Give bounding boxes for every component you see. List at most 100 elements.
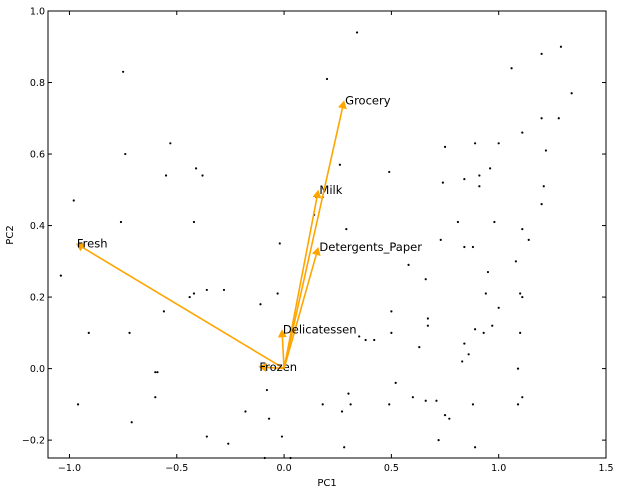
data-point	[244, 410, 247, 413]
data-point	[491, 324, 494, 327]
vector-detergents-paper-line	[283, 254, 318, 369]
data-point	[347, 392, 350, 395]
data-point	[201, 174, 204, 177]
data-point	[540, 203, 543, 206]
data-point	[192, 220, 196, 224]
data-point	[349, 403, 352, 406]
data-point	[407, 263, 410, 266]
data-point	[76, 403, 80, 406]
y-tick-label: 0.8	[30, 78, 45, 89]
points-layer	[59, 31, 573, 460]
y-tick-label: 0.2	[30, 293, 45, 304]
vector-fresh-label: Fresh	[77, 236, 108, 250]
vector-frozen-label: Frozen	[259, 360, 297, 374]
vector-fresh-line	[82, 246, 285, 370]
data-point	[437, 439, 440, 442]
data-point	[471, 403, 475, 406]
data-point	[205, 288, 208, 292]
plot-frame	[47, 10, 607, 459]
data-point	[497, 142, 500, 145]
data-point	[205, 435, 208, 438]
data-point	[355, 31, 359, 34]
data-point	[154, 371, 157, 374]
data-point	[478, 185, 481, 188]
data-point	[441, 181, 444, 184]
data-point	[340, 410, 344, 413]
data-point	[463, 245, 466, 249]
vector-delicatessen-arrowhead	[277, 329, 287, 338]
data-point	[473, 142, 477, 145]
y-ticks-layer: −0.2 0.0 0.2 0.4 0.6 0.8 1.0	[22, 7, 606, 447]
data-point	[194, 167, 198, 170]
data-point	[388, 170, 391, 174]
data-point	[570, 92, 573, 95]
data-point	[521, 131, 524, 134]
data-point	[390, 310, 393, 313]
data-point	[521, 295, 524, 299]
data-point	[338, 163, 341, 166]
data-point	[514, 260, 517, 263]
data-point	[516, 403, 520, 406]
data-point	[343, 446, 346, 449]
data-point	[192, 292, 196, 295]
x-axis-label: PC1	[317, 478, 336, 489]
data-point	[278, 242, 281, 245]
data-point	[345, 228, 348, 231]
data-point	[443, 145, 447, 148]
vector-frozen-line	[266, 366, 285, 370]
data-point	[435, 399, 438, 402]
data-point	[267, 417, 271, 420]
data-point	[463, 342, 466, 345]
data-point	[156, 371, 159, 374]
data-point	[478, 174, 481, 177]
data-point	[484, 292, 487, 295]
data-point	[390, 331, 393, 334]
vectors-layer: FreshMilkGroceryFrozenDetergents_PaperDe…	[75, 93, 422, 374]
data-point	[227, 442, 230, 445]
data-point	[527, 238, 530, 241]
data-point	[521, 228, 524, 231]
data-point	[280, 435, 284, 438]
vector-fresh-arrowhead	[75, 243, 86, 252]
data-point	[482, 331, 485, 334]
x-ticks-layer: −1.0 −0.5 0.0 0.5 1.0 1.5	[58, 11, 614, 474]
data-point	[486, 270, 490, 274]
vector-grocery-line	[283, 108, 344, 369]
data-point	[119, 220, 123, 224]
data-point	[544, 149, 548, 152]
data-point	[463, 177, 466, 181]
vector-grocery-arrowhead	[338, 100, 347, 110]
data-point	[364, 338, 367, 342]
data-point	[426, 317, 429, 320]
data-point	[169, 142, 172, 145]
x-tick-label: 0.0	[277, 463, 292, 474]
data-point	[394, 381, 397, 385]
data-point	[373, 338, 376, 342]
data-point	[325, 77, 329, 81]
data-point	[424, 278, 427, 281]
data-point	[521, 396, 524, 399]
data-point	[276, 292, 279, 295]
data-point	[358, 335, 361, 338]
data-point	[439, 238, 442, 241]
data-point	[540, 52, 543, 56]
y-tick-label: 0.0	[30, 364, 45, 375]
data-point	[519, 331, 522, 334]
y-axis-label: PC2	[5, 225, 16, 244]
y-tick-label: 0.4	[30, 221, 45, 232]
data-point	[162, 310, 165, 313]
y-tick-label: 1.0	[30, 7, 45, 18]
data-point	[473, 446, 477, 449]
data-point	[72, 199, 75, 202]
x-tick-label: 1.5	[598, 463, 613, 474]
vector-grocery-label: Grocery	[345, 93, 391, 107]
data-point	[164, 174, 168, 177]
data-point	[473, 328, 477, 331]
data-point	[130, 421, 133, 424]
data-point	[388, 403, 391, 406]
data-point	[557, 117, 560, 120]
y-tick-label: 0.6	[30, 150, 45, 161]
data-point	[122, 70, 125, 73]
data-point	[540, 117, 543, 120]
